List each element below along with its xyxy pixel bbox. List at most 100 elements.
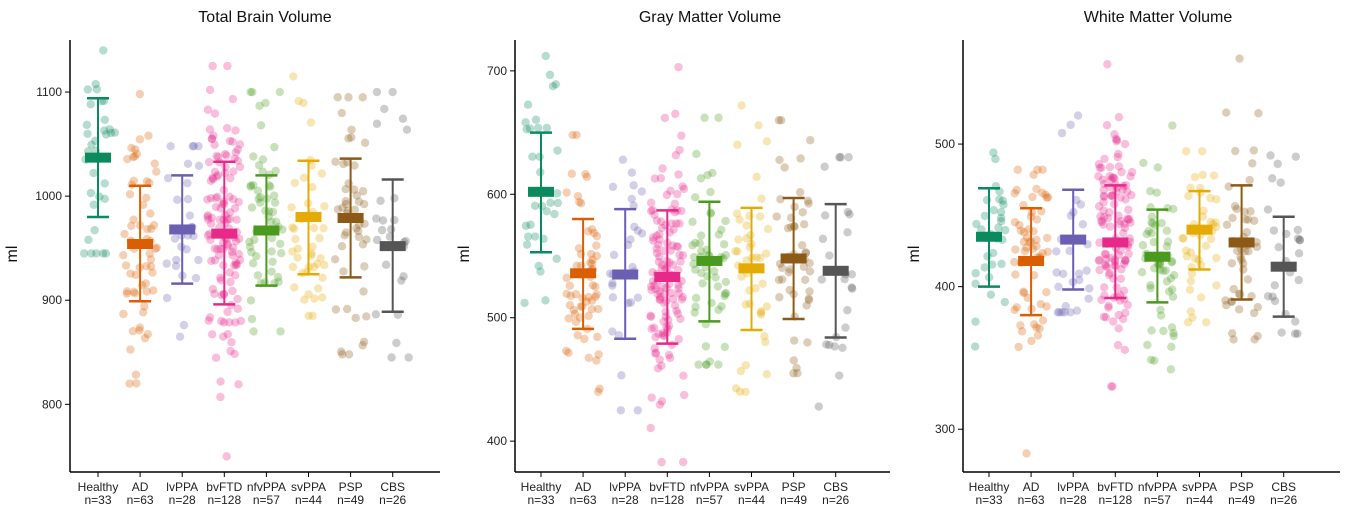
data-point: [673, 309, 683, 318]
data-point: [215, 215, 225, 224]
data-point: [1268, 292, 1277, 301]
data-point: [533, 123, 543, 133]
data-point: [814, 402, 823, 411]
data-point: [535, 152, 544, 161]
data-point: [225, 268, 234, 277]
data-point: [90, 225, 99, 235]
data-point: [677, 131, 686, 140]
data-point: [235, 255, 245, 265]
data-point: [1032, 241, 1041, 251]
data-point: [774, 275, 784, 285]
data-point: [135, 89, 145, 99]
data-point: [132, 379, 141, 388]
data-point: [742, 256, 751, 265]
data-point: [146, 262, 156, 271]
mean-marker: [127, 239, 154, 250]
data-point: [1231, 146, 1240, 156]
data-point: [1038, 188, 1047, 198]
data-point: [573, 191, 583, 201]
data-point: [340, 231, 349, 240]
data-point: [233, 156, 243, 165]
data-point: [690, 308, 699, 317]
data-point: [1019, 227, 1029, 237]
data-point: [797, 241, 807, 250]
data-point: [595, 384, 604, 393]
data-point: [1097, 216, 1106, 225]
data-point: [362, 235, 371, 244]
data-point: [1020, 246, 1030, 256]
data-point: [143, 329, 153, 339]
data-point: [664, 350, 674, 360]
data-point: [1095, 255, 1104, 265]
data-point: [633, 406, 643, 415]
data-point: [100, 179, 109, 188]
data-point: [333, 93, 342, 102]
data-point: [1187, 269, 1197, 278]
mean-marker: [612, 269, 639, 280]
data-point: [778, 275, 787, 284]
data-point: [347, 133, 356, 142]
data-point: [226, 277, 235, 287]
data-point: [132, 149, 142, 159]
mean-marker: [253, 225, 280, 236]
mean-marker: [295, 211, 322, 222]
data-point: [208, 173, 217, 183]
data-point: [703, 170, 712, 180]
data-point: [594, 387, 603, 396]
data-point: [1113, 340, 1123, 350]
data-point: [1022, 233, 1032, 242]
panel-title-gray-matter: Gray Matter Volume: [638, 9, 782, 26]
data-point: [212, 151, 221, 161]
data-point: [315, 233, 324, 243]
data-point: [804, 294, 813, 303]
data-point: [792, 363, 801, 373]
data-point: [270, 198, 280, 207]
data-point: [101, 249, 111, 258]
x-tick-label-group: lvPPA: [1057, 480, 1089, 494]
data-point: [583, 227, 593, 236]
data-point: [1120, 256, 1130, 265]
data-point: [228, 286, 237, 296]
data-point: [608, 281, 617, 290]
data-point: [341, 228, 351, 237]
data-point: [219, 318, 229, 327]
data-point: [521, 118, 530, 127]
x-tick-label-group: svPPA: [734, 480, 769, 494]
data-point: [1240, 247, 1250, 256]
data-point: [1118, 314, 1128, 324]
data-point: [522, 240, 532, 249]
data-point: [227, 338, 236, 347]
data-point: [1100, 192, 1109, 201]
data-point: [207, 213, 217, 222]
data-point: [1164, 287, 1174, 296]
data-point: [226, 346, 235, 356]
data-point: [231, 318, 240, 327]
y-tick-label: 400: [935, 280, 955, 294]
data-point: [655, 287, 665, 296]
data-point: [320, 202, 329, 211]
data-point: [183, 159, 193, 168]
data-point: [1085, 284, 1094, 293]
data-point: [617, 371, 626, 380]
data-point: [735, 215, 744, 224]
mean-marker: [1186, 224, 1213, 235]
data-point: [822, 340, 831, 349]
data-point: [308, 311, 317, 321]
data-point: [522, 125, 531, 134]
data-point: [1105, 222, 1115, 231]
data-point: [608, 293, 618, 302]
data-point: [1294, 275, 1303, 285]
data-point: [676, 257, 685, 266]
data-point: [714, 230, 724, 239]
data-point: [225, 318, 234, 327]
data-point: [1011, 270, 1020, 279]
mean-marker: [379, 241, 406, 252]
data-point: [1082, 266, 1091, 275]
data-point: [572, 261, 581, 270]
data-point: [1273, 159, 1282, 169]
data-point: [691, 238, 700, 248]
data-point: [1117, 265, 1126, 274]
data-point: [1227, 259, 1237, 268]
data-point: [783, 223, 793, 233]
